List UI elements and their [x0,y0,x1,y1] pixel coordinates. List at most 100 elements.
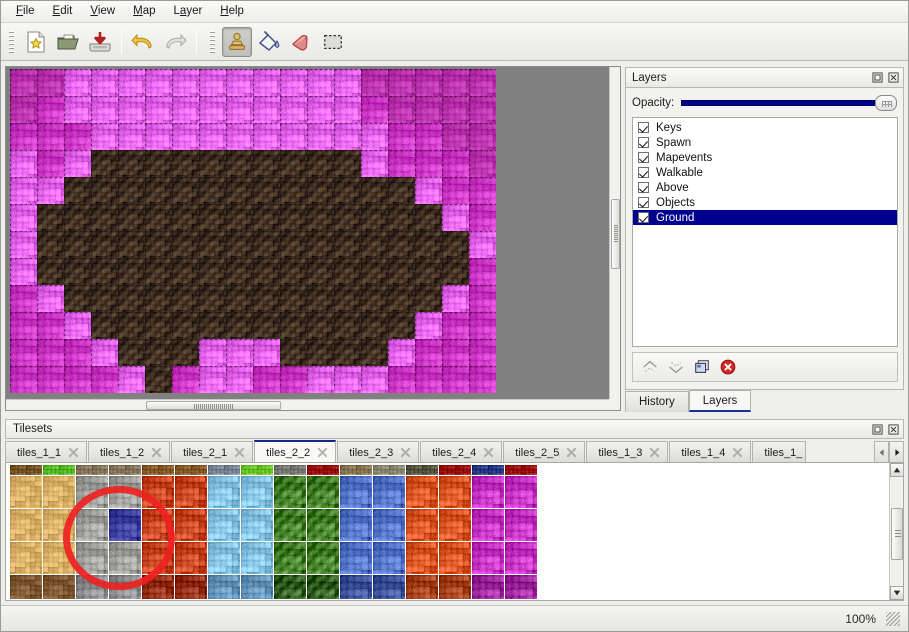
map-tile[interactable] [280,177,307,204]
map-tile[interactable] [226,69,253,96]
map-tile[interactable] [118,258,145,285]
palette-scroll-up-button[interactable] [890,463,903,477]
map-tile[interactable] [118,339,145,366]
layer-row[interactable]: Ground [633,210,897,225]
palette-tile[interactable] [373,575,405,599]
map-tile[interactable] [172,339,199,366]
map-tile[interactable] [199,69,226,96]
raise-layer-button[interactable] [637,355,663,379]
palette-strip-tile[interactable] [406,465,438,475]
tilesets-close-button[interactable] [886,422,900,436]
palette-strip-tile[interactable] [505,465,537,475]
map-tile[interactable] [118,312,145,339]
map-tile[interactable] [388,96,415,123]
map-viewport[interactable] [6,67,611,401]
map-tile[interactable] [91,69,118,96]
map-tile[interactable] [145,96,172,123]
palette-tile[interactable] [10,542,42,574]
palette-tile[interactable] [439,575,471,599]
canvas-hscroll-thumb[interactable] [146,401,281,410]
map-tile[interactable] [37,204,64,231]
tileset-tabs-scroll-right-button[interactable] [889,441,904,463]
map-tile[interactable] [172,231,199,258]
palette-scroll-down-button[interactable] [890,586,903,600]
map-tile[interactable] [10,231,37,258]
map-tile[interactable] [253,177,280,204]
palette-tile[interactable] [472,509,504,541]
map-tile[interactable] [91,177,118,204]
palette-tile[interactable] [76,509,108,541]
palette-strip-tile[interactable] [10,465,42,475]
map-tile[interactable] [91,366,118,393]
map-tile-surface[interactable] [10,69,496,393]
map-tile[interactable] [10,204,37,231]
map-tile[interactable] [388,285,415,312]
map-tile[interactable] [37,177,64,204]
stamp-tool-button[interactable] [222,26,252,57]
map-tile[interactable] [361,69,388,96]
canvas-vertical-scrollbar[interactable] [609,67,620,401]
palette-tile[interactable] [340,542,372,574]
map-tile[interactable] [145,123,172,150]
canvas-horizontal-scrollbar[interactable] [6,399,611,410]
map-tile[interactable] [91,285,118,312]
map-tile[interactable] [334,231,361,258]
layer-visibility-checkbox[interactable] [638,137,649,148]
map-tile[interactable] [199,177,226,204]
palette-tile[interactable] [43,575,75,599]
palette-tile[interactable] [274,542,306,574]
map-tile[interactable] [280,150,307,177]
map-tile[interactable] [172,366,199,393]
map-tile[interactable] [91,96,118,123]
map-tile[interactable] [307,231,334,258]
tileset-tab-close-icon[interactable] [483,447,494,458]
dock-tab-history[interactable]: History [625,391,689,412]
palette-tile[interactable] [43,476,75,508]
palette-tile[interactable] [406,542,438,574]
map-tile[interactable] [334,123,361,150]
map-tile[interactable] [442,366,469,393]
map-tile[interactable] [118,204,145,231]
layers-float-button[interactable] [870,71,884,85]
palette-tile[interactable] [373,509,405,541]
map-tile[interactable] [37,69,64,96]
palette-strip-tile[interactable] [76,465,108,475]
open-map-button[interactable] [53,27,83,57]
palette-strip-tile[interactable] [307,465,339,475]
tileset-tab-tiles_2_3[interactable]: tiles_2_3 [337,441,420,463]
palette-tile-selected[interactable] [109,509,141,541]
palette-tile[interactable] [109,476,141,508]
map-tile[interactable] [253,258,280,285]
tileset-tab-tiles_1_1[interactable]: tiles_1_1 [5,441,88,463]
map-tile[interactable] [172,150,199,177]
map-tile[interactable] [64,366,91,393]
menu-view[interactable]: View [90,5,116,17]
map-tile[interactable] [10,339,37,366]
map-tile[interactable] [415,177,442,204]
map-tile[interactable] [172,69,199,96]
map-tile[interactable] [91,258,118,285]
palette-tile[interactable] [307,509,339,541]
map-tile[interactable] [388,231,415,258]
map-tile[interactable] [469,177,496,204]
map-tile[interactable] [361,366,388,393]
map-tile[interactable] [199,312,226,339]
tileset-palette[interactable] [6,463,546,600]
map-tile[interactable] [415,339,442,366]
map-tile[interactable] [145,69,172,96]
map-tile[interactable] [388,366,415,393]
palette-tile[interactable] [208,542,240,574]
palette-tile[interactable] [241,575,273,599]
map-tile[interactable] [361,312,388,339]
palette-tile[interactable] [472,542,504,574]
map-tile[interactable] [388,339,415,366]
tileset-tab-tiles_1_[interactable]: tiles_1_ [752,441,807,463]
palette-tile[interactable] [505,476,537,508]
map-tile[interactable] [388,312,415,339]
map-tile[interactable] [253,96,280,123]
map-tile[interactable] [145,339,172,366]
map-tile[interactable] [442,177,469,204]
map-tile[interactable] [307,312,334,339]
map-tile[interactable] [334,69,361,96]
palette-tile[interactable] [175,542,207,574]
